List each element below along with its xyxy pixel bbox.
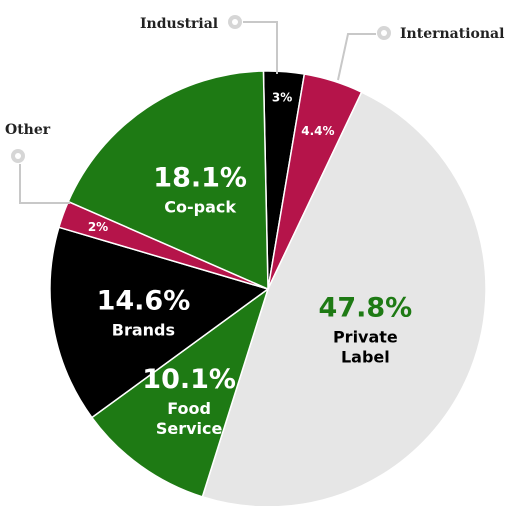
pie-slice-private-label <box>201 91 487 506</box>
slice-category-label: Brands <box>112 321 175 340</box>
pie-slice-co-pack <box>67 70 269 291</box>
leader-line <box>19 164 70 204</box>
leader-line <box>337 33 376 81</box>
callout-label-industrial: Industrial <box>140 16 218 32</box>
slice-value-label: 18.1% <box>153 163 247 194</box>
callout-leaders: Industrial International Other <box>5 15 504 204</box>
callout-dot-center <box>232 19 238 25</box>
slice-value-label: 14.6% <box>97 286 191 317</box>
slice-category-label: Co-pack <box>164 198 236 217</box>
slice-value-label: 4.4% <box>301 124 334 138</box>
pie-slice-brands <box>49 226 270 419</box>
pie-slice-food-service <box>90 287 270 498</box>
callout-label-international: International <box>400 26 504 42</box>
slice-labels: 3% 4.4% 47.8% Private Label 10.1% Food Service 1… <box>88 91 412 438</box>
slice-value-label: 3% <box>272 91 292 105</box>
slice-value-label: 47.8% <box>319 292 413 323</box>
callout-dot-center <box>381 30 387 36</box>
pie-slices <box>49 70 487 506</box>
leader-line <box>243 21 278 74</box>
slice-value-label: 2% <box>88 220 108 234</box>
slice-category-label: Private Label <box>333 327 398 366</box>
slice-value-label: 10.1% <box>142 364 236 395</box>
callout-label-other: Other <box>5 122 51 138</box>
callout-dot-center <box>15 153 21 159</box>
slice-category-label: Food Service <box>156 399 223 438</box>
